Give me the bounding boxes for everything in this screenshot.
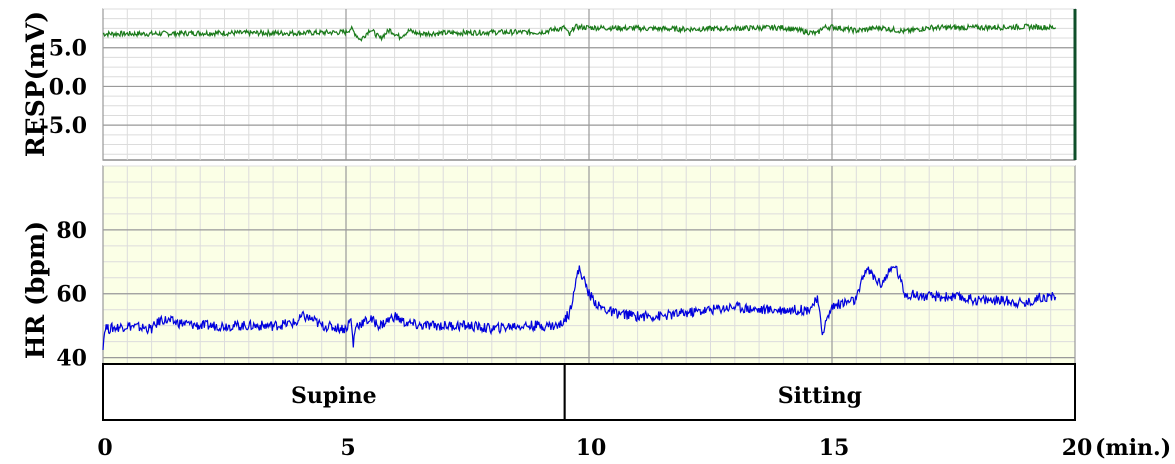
x-axis: 0 5 10 15 20 (min.)	[97, 435, 1171, 461]
x-tick-label: 15	[819, 435, 850, 461]
phase-box-sitting	[563, 363, 1076, 421]
x-tick-label: 10	[576, 435, 607, 461]
phase-box-supine	[102, 363, 566, 421]
hr-y-tick-label: 80	[56, 218, 87, 244]
resp-y-tick-label: 5.0	[49, 36, 87, 62]
phase-label-supine: Supine	[291, 383, 377, 409]
resp-y-tick-label: 0.0	[49, 74, 87, 100]
phase-bar: Supine Sitting	[102, 363, 1076, 421]
resp-panel: 5.0 0.0 -5.0	[40, 8, 1077, 161]
resp-y-axis-label: RESP(mV)	[21, 11, 50, 157]
hr-y-axis-label: HR (bpm)	[21, 221, 50, 359]
hr-y-tick-label: 40	[56, 346, 87, 372]
x-tick-label: 20	[1062, 435, 1093, 461]
phase-label-sitting: Sitting	[778, 383, 862, 409]
resp-y-tick-label: -5.0	[40, 113, 87, 139]
hr-panel: 80 60 40	[56, 165, 1076, 372]
hr-y-tick-label: 60	[56, 282, 87, 308]
hr-series-line	[102, 265, 1057, 350]
x-axis-unit-label: (min.)	[1095, 435, 1171, 461]
x-tick-label: 5	[340, 435, 355, 461]
x-tick-label: 0	[97, 435, 112, 461]
resp-series-line	[102, 23, 1057, 42]
